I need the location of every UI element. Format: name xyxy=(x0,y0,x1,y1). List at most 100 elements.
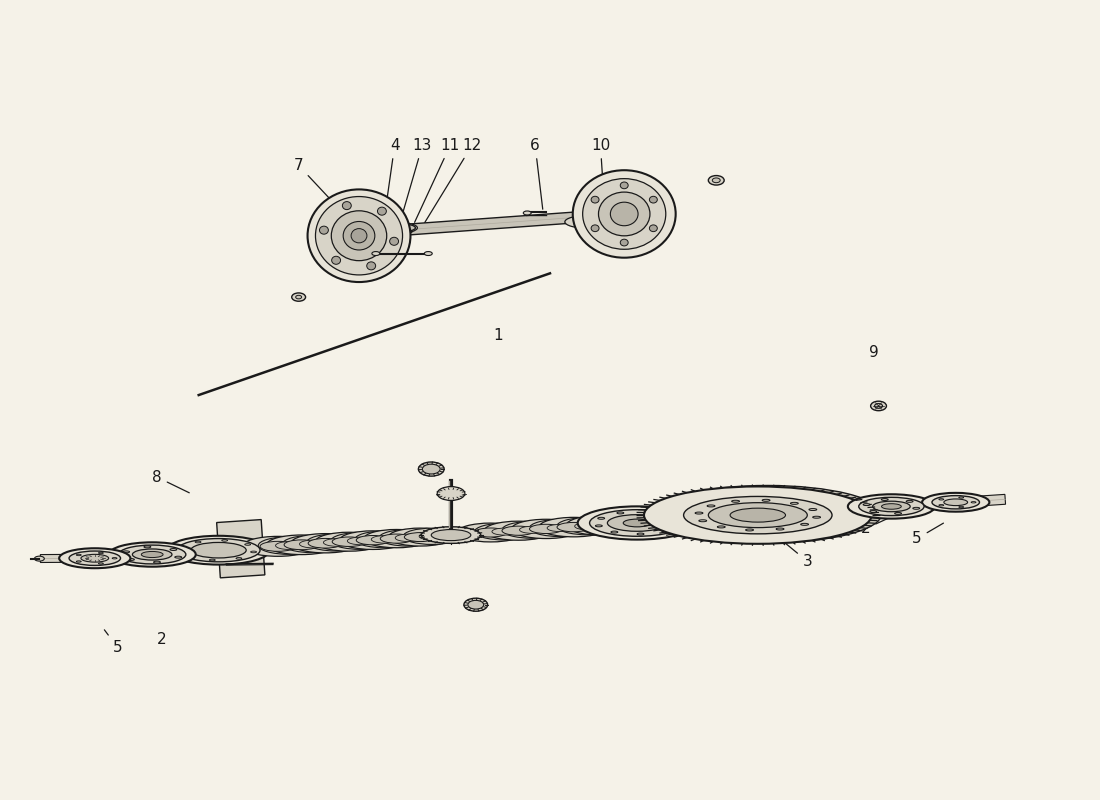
Ellipse shape xyxy=(590,510,684,536)
Ellipse shape xyxy=(468,600,484,609)
Ellipse shape xyxy=(316,197,403,275)
Ellipse shape xyxy=(649,225,658,232)
Ellipse shape xyxy=(251,551,256,553)
Ellipse shape xyxy=(360,229,393,238)
Ellipse shape xyxy=(119,545,186,564)
Ellipse shape xyxy=(573,170,675,258)
Ellipse shape xyxy=(620,239,628,246)
Ellipse shape xyxy=(881,504,901,510)
Ellipse shape xyxy=(673,523,680,525)
Ellipse shape xyxy=(388,528,452,546)
Ellipse shape xyxy=(584,516,647,533)
Ellipse shape xyxy=(372,251,379,255)
Ellipse shape xyxy=(308,538,342,548)
Ellipse shape xyxy=(938,498,944,500)
Text: 4: 4 xyxy=(384,138,399,219)
Ellipse shape xyxy=(971,502,976,503)
Text: 7: 7 xyxy=(294,158,340,210)
Ellipse shape xyxy=(557,522,591,532)
Ellipse shape xyxy=(456,523,525,542)
Ellipse shape xyxy=(387,224,416,232)
Ellipse shape xyxy=(944,499,968,506)
Text: 6: 6 xyxy=(530,138,542,210)
Ellipse shape xyxy=(502,522,562,538)
Ellipse shape xyxy=(59,548,131,568)
Polygon shape xyxy=(404,211,583,235)
Ellipse shape xyxy=(808,509,817,510)
Ellipse shape xyxy=(419,533,446,540)
Ellipse shape xyxy=(236,558,242,559)
Ellipse shape xyxy=(260,542,296,551)
Ellipse shape xyxy=(637,533,644,535)
Ellipse shape xyxy=(381,534,412,543)
Ellipse shape xyxy=(539,518,608,537)
Ellipse shape xyxy=(370,224,414,236)
Ellipse shape xyxy=(316,532,383,551)
Ellipse shape xyxy=(421,526,481,543)
Ellipse shape xyxy=(464,598,487,611)
Text: 1: 1 xyxy=(494,328,504,343)
Polygon shape xyxy=(217,519,265,578)
Ellipse shape xyxy=(575,218,601,226)
Polygon shape xyxy=(130,499,923,561)
Ellipse shape xyxy=(578,506,696,540)
Ellipse shape xyxy=(574,522,601,530)
Text: 13: 13 xyxy=(400,138,432,221)
Ellipse shape xyxy=(603,521,628,528)
Ellipse shape xyxy=(502,526,535,535)
Text: 2: 2 xyxy=(861,518,889,536)
Ellipse shape xyxy=(81,554,109,562)
Ellipse shape xyxy=(332,256,341,264)
Ellipse shape xyxy=(34,556,44,561)
Ellipse shape xyxy=(683,497,832,534)
Ellipse shape xyxy=(355,531,415,548)
Ellipse shape xyxy=(713,178,721,182)
Ellipse shape xyxy=(644,511,651,514)
Ellipse shape xyxy=(661,530,669,532)
Ellipse shape xyxy=(366,262,375,270)
Ellipse shape xyxy=(377,207,386,215)
Ellipse shape xyxy=(708,175,724,185)
Ellipse shape xyxy=(730,508,785,522)
Text: 11: 11 xyxy=(415,138,460,222)
Ellipse shape xyxy=(258,537,321,554)
Ellipse shape xyxy=(244,544,251,546)
Ellipse shape xyxy=(379,530,438,546)
Ellipse shape xyxy=(190,542,246,558)
Ellipse shape xyxy=(144,546,151,548)
Ellipse shape xyxy=(595,525,603,527)
Ellipse shape xyxy=(242,536,314,556)
Ellipse shape xyxy=(584,212,628,224)
Ellipse shape xyxy=(76,561,81,562)
Ellipse shape xyxy=(529,519,591,537)
Ellipse shape xyxy=(319,226,329,234)
Ellipse shape xyxy=(331,533,392,550)
Ellipse shape xyxy=(906,500,913,502)
Ellipse shape xyxy=(307,534,367,551)
Ellipse shape xyxy=(308,190,410,282)
Ellipse shape xyxy=(290,534,360,553)
Ellipse shape xyxy=(564,215,611,228)
Ellipse shape xyxy=(387,225,410,231)
Ellipse shape xyxy=(610,531,618,533)
Text: 5: 5 xyxy=(912,523,944,546)
Polygon shape xyxy=(41,554,91,562)
Ellipse shape xyxy=(98,552,103,554)
Ellipse shape xyxy=(598,192,650,236)
Ellipse shape xyxy=(98,563,103,564)
Ellipse shape xyxy=(653,486,881,543)
Ellipse shape xyxy=(607,514,667,531)
Ellipse shape xyxy=(209,559,216,561)
Ellipse shape xyxy=(801,523,808,526)
Ellipse shape xyxy=(938,505,944,506)
Ellipse shape xyxy=(566,515,637,535)
Ellipse shape xyxy=(348,226,404,242)
Ellipse shape xyxy=(364,530,429,548)
Text: 10: 10 xyxy=(591,138,611,203)
Ellipse shape xyxy=(762,499,770,502)
Ellipse shape xyxy=(167,536,270,565)
Ellipse shape xyxy=(128,558,134,561)
Ellipse shape xyxy=(348,537,375,545)
Ellipse shape xyxy=(109,542,196,566)
Ellipse shape xyxy=(698,520,706,522)
